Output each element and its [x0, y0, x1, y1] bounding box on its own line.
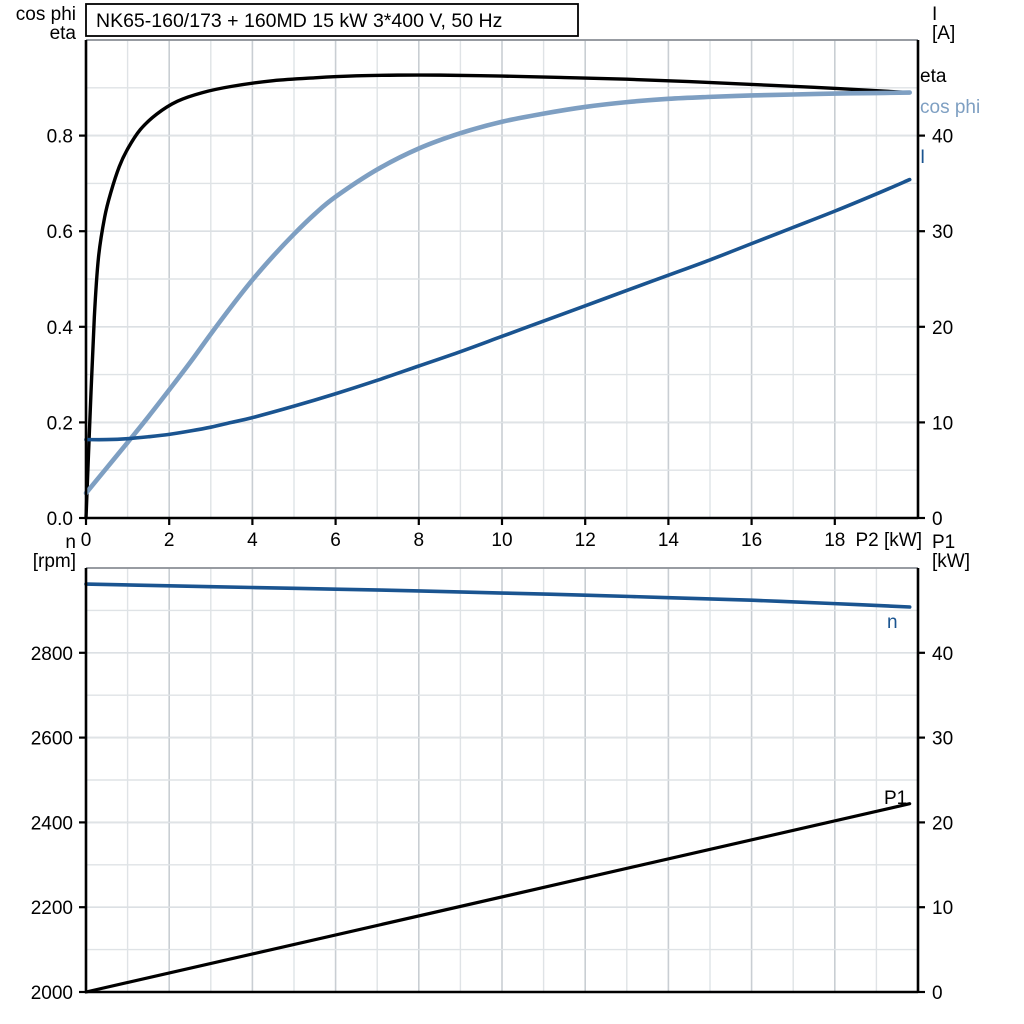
grid-layer [85, 39, 919, 993]
right-tick-label: 20 [932, 813, 953, 834]
curve-layer [83, 73, 912, 994]
x-tick-label: 10 [491, 530, 512, 551]
x-tick-label: 18 [824, 530, 845, 551]
curve-eta [84, 73, 912, 520]
left-tick-label: 0.2 [47, 413, 73, 434]
left-axis-title-line2: eta [50, 23, 77, 44]
curve-label-cos-phi: cos phi [920, 97, 980, 118]
left-axis-title-line2: [rpm] [33, 551, 76, 572]
left-tick-label: 2400 [31, 813, 73, 834]
right-tick-label: 0 [932, 983, 943, 1004]
x-tick-label: 8 [414, 530, 425, 551]
chart-title: NK65-160/173 + 160MD 15 kW 3*400 V, 50 H… [96, 10, 502, 32]
right-tick-label: 40 [932, 127, 953, 148]
x-tick-label: 12 [575, 530, 596, 551]
curve-n [84, 582, 912, 609]
title-box [85, 3, 579, 37]
left-tick-label: 2600 [31, 729, 73, 750]
left-tick-label: 0.6 [47, 222, 73, 243]
x-tick-label: 2 [164, 530, 175, 551]
right-tick-label: 30 [932, 222, 953, 243]
x-tick-label: 0 [81, 530, 92, 551]
right-tick-label: 10 [932, 413, 953, 434]
left-axis-title-line1: n [65, 532, 76, 553]
left-tick-label: 0.4 [47, 318, 74, 339]
curve-label-p1: P1 [884, 788, 907, 809]
x-tick-label: 4 [247, 530, 258, 551]
curve-cos-phi [83, 90, 912, 496]
left-tick-label: 2800 [31, 644, 73, 665]
right-tick-label: 20 [932, 318, 953, 339]
right-tick-label: 30 [932, 729, 953, 750]
curve-label-n: n [887, 612, 898, 633]
left-tick-label: 2000 [31, 983, 73, 1004]
left-tick-label: 0.0 [47, 509, 73, 530]
right-axis-title-line2: [kW] [932, 551, 970, 572]
curve-label-eta: eta [920, 66, 947, 87]
left-tick-label: 2200 [31, 898, 73, 919]
x-axis-title: P2 [kW] [855, 530, 922, 551]
left-tick-label: 0.8 [47, 127, 73, 148]
right-tick-label: 40 [932, 644, 953, 665]
right-axis-title-line1: I [932, 4, 937, 25]
right-tick-label: 0 [932, 509, 943, 530]
x-tick-label: 14 [658, 530, 680, 551]
x-tick-label: 16 [741, 530, 762, 551]
curve-label-i: I [920, 147, 925, 168]
right-axis-title-line2: [A] [932, 23, 955, 44]
label-layer: 0.0 0.2 0.4 0.6 0.8 0 10 20 30 40 0 2 4 6 8 10 12 14 16 18 P… [16, 4, 980, 1004]
right-tick-label: 10 [932, 898, 953, 919]
curve-p1 [84, 802, 912, 994]
x-tick-label: 6 [330, 530, 341, 551]
title-block: NK65-160/173 + 160MD 15 kW 3*400 V, 50 H… [85, 3, 579, 37]
curve-i [84, 177, 912, 442]
right-axis-title-line1: P1 [932, 532, 955, 553]
axis-layer [79, 39, 925, 994]
left-axis-title-line1: cos phi [16, 4, 76, 25]
